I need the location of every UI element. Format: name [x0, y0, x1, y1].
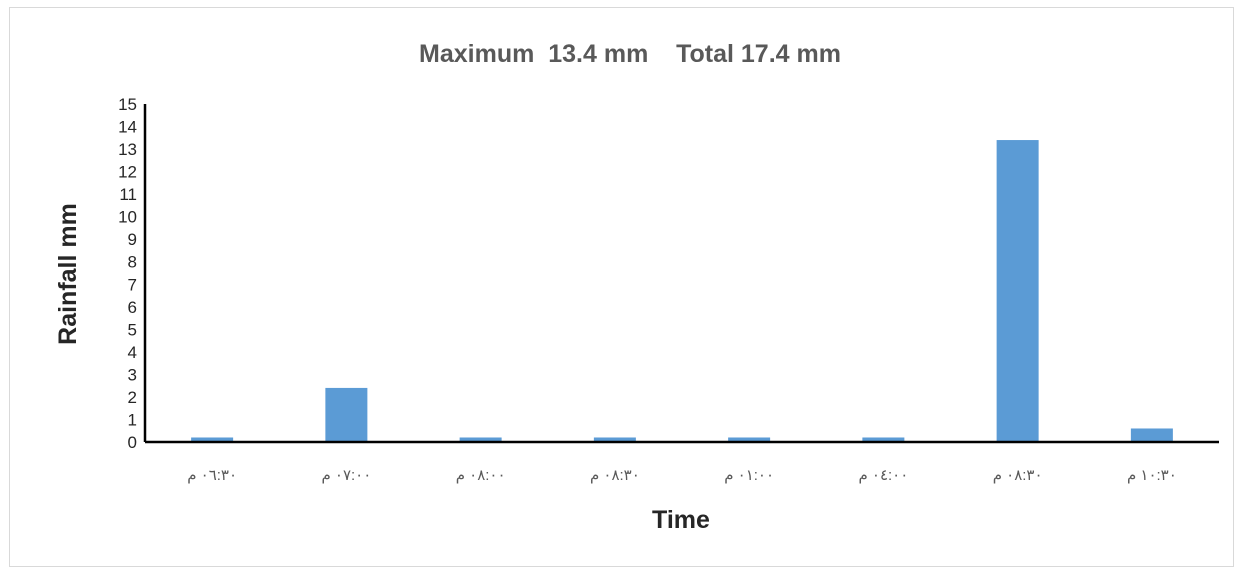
y-tick-label: 3 [128, 365, 137, 384]
x-tick-label: ٠٨:٣٠ م [590, 467, 640, 484]
y-tick-label: 13 [118, 140, 137, 159]
bars-group [191, 140, 1173, 442]
x-tick-label: ٠١:٠٠ م [724, 467, 774, 484]
y-tick-label: 10 [118, 208, 137, 227]
x-tick-label: ٠٨:٣٠ م [993, 467, 1043, 484]
bar [728, 437, 771, 442]
bar [862, 437, 905, 442]
y-tick-label: 5 [128, 320, 137, 339]
chart-title: Maximum 13.4 mm Total 17.4 mm [419, 40, 841, 68]
x-tick-labels: ٠٦:٣٠ م ٠٧:٠٠ م ٠٨:٠٠ م ٠٨:٣٠ م ٠١:٠٠ م ٠٤:٠٠… [187, 467, 1177, 484]
y-tick-label: 0 [128, 433, 137, 452]
y-tick-label: 9 [128, 230, 137, 249]
y-tick-label: 14 [118, 118, 137, 137]
x-tick-label: ١٠:٣٠ م [1127, 467, 1177, 484]
y-tick-label: 11 [119, 185, 137, 204]
y-tick-label: 8 [128, 253, 137, 272]
x-tick-label: ٠٤:٠٠ م [858, 467, 908, 484]
x-tick-label: ٠٧:٠٠ م [321, 467, 371, 484]
bar [1130, 428, 1173, 442]
y-tick-label: 2 [128, 388, 137, 407]
y-tick-label: 1 [128, 410, 137, 429]
y-tick-label: 7 [128, 275, 137, 294]
bar [191, 437, 234, 442]
y-tick-label: 15 [118, 95, 137, 114]
y-tick-label: 12 [118, 163, 137, 182]
x-tick-label: ٠٨:٠٠ م [456, 467, 506, 484]
y-axis-title: Rainfall mm [54, 203, 82, 345]
y-tick-label: 4 [128, 343, 137, 362]
x-axis-title: Time [652, 506, 710, 534]
bar [996, 140, 1039, 442]
bar [593, 437, 636, 442]
x-tick-label: ٠٦:٣٠ م [187, 467, 237, 484]
y-tick-label: 6 [128, 298, 137, 317]
bar [459, 437, 502, 442]
bar [325, 387, 368, 442]
